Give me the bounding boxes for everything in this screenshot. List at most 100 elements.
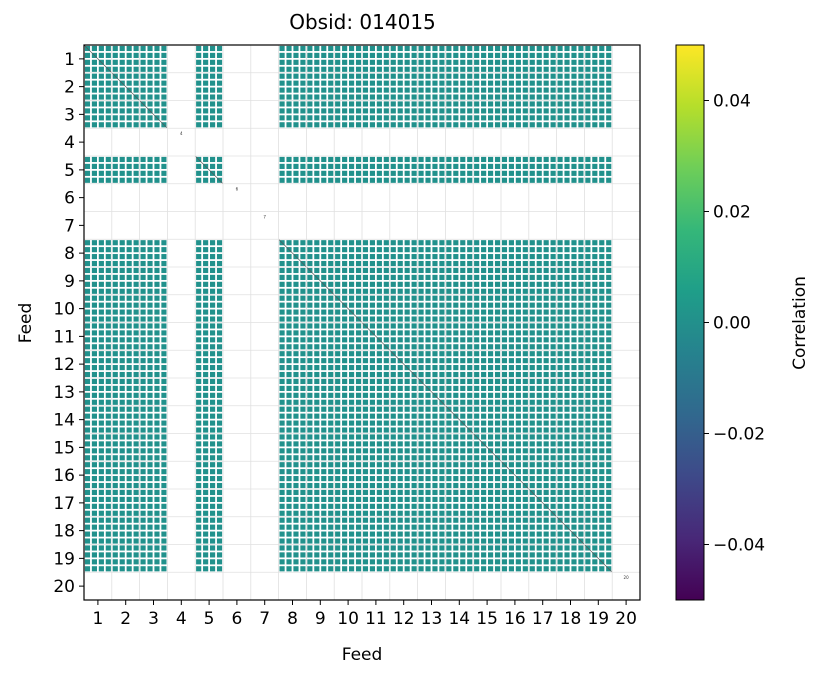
heatmap-cell: [196, 73, 223, 100]
heatmap-cell: [307, 406, 334, 433]
heatmap-cell: [140, 45, 167, 72]
heatmap-cell: [84, 378, 111, 405]
heatmap-cell: [529, 267, 556, 294]
heatmap-cell: [112, 295, 139, 322]
y-tick-label: 17: [53, 494, 75, 514]
heatmap-cell: [501, 323, 528, 350]
heatmap-cell: [585, 434, 612, 461]
heatmap-cell: [279, 73, 306, 100]
y-tick-label: 4: [64, 133, 75, 153]
y-tick-label: 20: [53, 577, 75, 597]
heatmap-cell: [279, 462, 306, 489]
heatmap-cell: [529, 517, 556, 544]
heatmap-cell: [557, 156, 584, 183]
heatmap-cell: [446, 101, 473, 128]
heatmap-cell: [140, 406, 167, 433]
heatmap-cell: [362, 462, 389, 489]
heatmap-cell: [307, 240, 334, 267]
heatmap-cell: [446, 434, 473, 461]
heatmap-cell: [84, 517, 111, 544]
heatmap-cell: [307, 434, 334, 461]
heatmap-cell: [418, 517, 445, 544]
heatmap-cell: [418, 295, 445, 322]
heatmap-cell: [585, 351, 612, 378]
heatmap-cell: [557, 434, 584, 461]
heatmap-cell: [140, 156, 167, 183]
heatmap-cell: [474, 323, 501, 350]
heatmap-cell: [446, 378, 473, 405]
heatmap-cell: [474, 545, 501, 572]
heatmap-cell: [557, 406, 584, 433]
heatmap-cell: [474, 351, 501, 378]
heatmap-cell: [362, 517, 389, 544]
heatmap-cell: [557, 378, 584, 405]
heatmap-cell: [335, 323, 362, 350]
heatmap-cell: [307, 351, 334, 378]
heatmap-cell: [529, 45, 556, 72]
y-axis-label: Feed: [16, 303, 36, 344]
diagonal-label: 6: [236, 187, 239, 192]
heatmap-cell: [557, 240, 584, 267]
heatmap-cell: [196, 295, 223, 322]
heatmap-cell: [446, 295, 473, 322]
heatmap-cell: [306, 266, 335, 295]
heatmap-cell: [528, 488, 557, 517]
heatmap-cell: [362, 378, 389, 405]
heatmap-cell: [390, 73, 417, 100]
heatmap-cell: [390, 323, 417, 350]
x-axis-label: Feed: [342, 645, 383, 665]
x-tick-label: 6: [231, 609, 242, 629]
plot-area: 4 6 7 20: [83, 44, 641, 601]
heatmap-cell: [111, 72, 140, 101]
y-tick-label: 14: [53, 411, 75, 431]
heatmap-cell: [362, 545, 389, 572]
heatmap-cell: [362, 267, 389, 294]
heatmap-cell: [474, 295, 501, 322]
heatmap-cell: [529, 351, 556, 378]
heatmap-cell: [335, 517, 362, 544]
heatmap-cell: [446, 45, 473, 72]
colorbar-tick-label: −0.02: [713, 425, 765, 445]
heatmap-cell: [474, 378, 501, 405]
heatmap-cell: [446, 489, 473, 516]
heatmap-cell: [84, 489, 111, 516]
heatmap-cell: [196, 351, 223, 378]
heatmap-cell: [390, 295, 417, 322]
heatmap-cell: [584, 544, 613, 573]
heatmap-cell: [529, 323, 556, 350]
heatmap-cell: [361, 322, 391, 351]
heatmap-cell: [307, 489, 334, 516]
heatmap-cell: [140, 462, 167, 489]
heatmap-cell: [557, 323, 584, 350]
heatmap-cell: [84, 240, 111, 267]
heatmap-cell: [307, 45, 334, 72]
colorbar-gradient: [675, 44, 705, 601]
heatmap-cell: [84, 267, 111, 294]
heatmap-cell: [279, 489, 306, 516]
heatmap-cell: [84, 156, 111, 183]
heatmap-cell: [474, 489, 501, 516]
heatmap-cell: [390, 267, 417, 294]
heatmap-cell: [140, 240, 167, 267]
heatmap-cell: [529, 240, 556, 267]
heatmap-cell: [557, 267, 584, 294]
y-tick-label: 11: [53, 327, 75, 347]
heatmap-cell: [279, 434, 306, 461]
heatmap-cell: [84, 295, 111, 322]
heatmap-cell: [307, 323, 334, 350]
heatmap-cell: [139, 100, 168, 129]
heatmap-cell: [112, 378, 139, 405]
heatmap-cell: [362, 45, 389, 72]
heatmap-cell: [307, 73, 334, 100]
heatmap-cell: [335, 434, 362, 461]
heatmap-cell: [335, 489, 362, 516]
heatmap-cell: [474, 267, 501, 294]
heatmap-cell: [307, 517, 334, 544]
heatmap-cell: [140, 73, 167, 100]
x-tick-label: 8: [287, 609, 298, 629]
y-tick-label: 15: [53, 438, 75, 458]
heatmap-cell: [557, 73, 584, 100]
heatmap-cell: [390, 45, 417, 72]
heatmap-cell: [390, 489, 417, 516]
